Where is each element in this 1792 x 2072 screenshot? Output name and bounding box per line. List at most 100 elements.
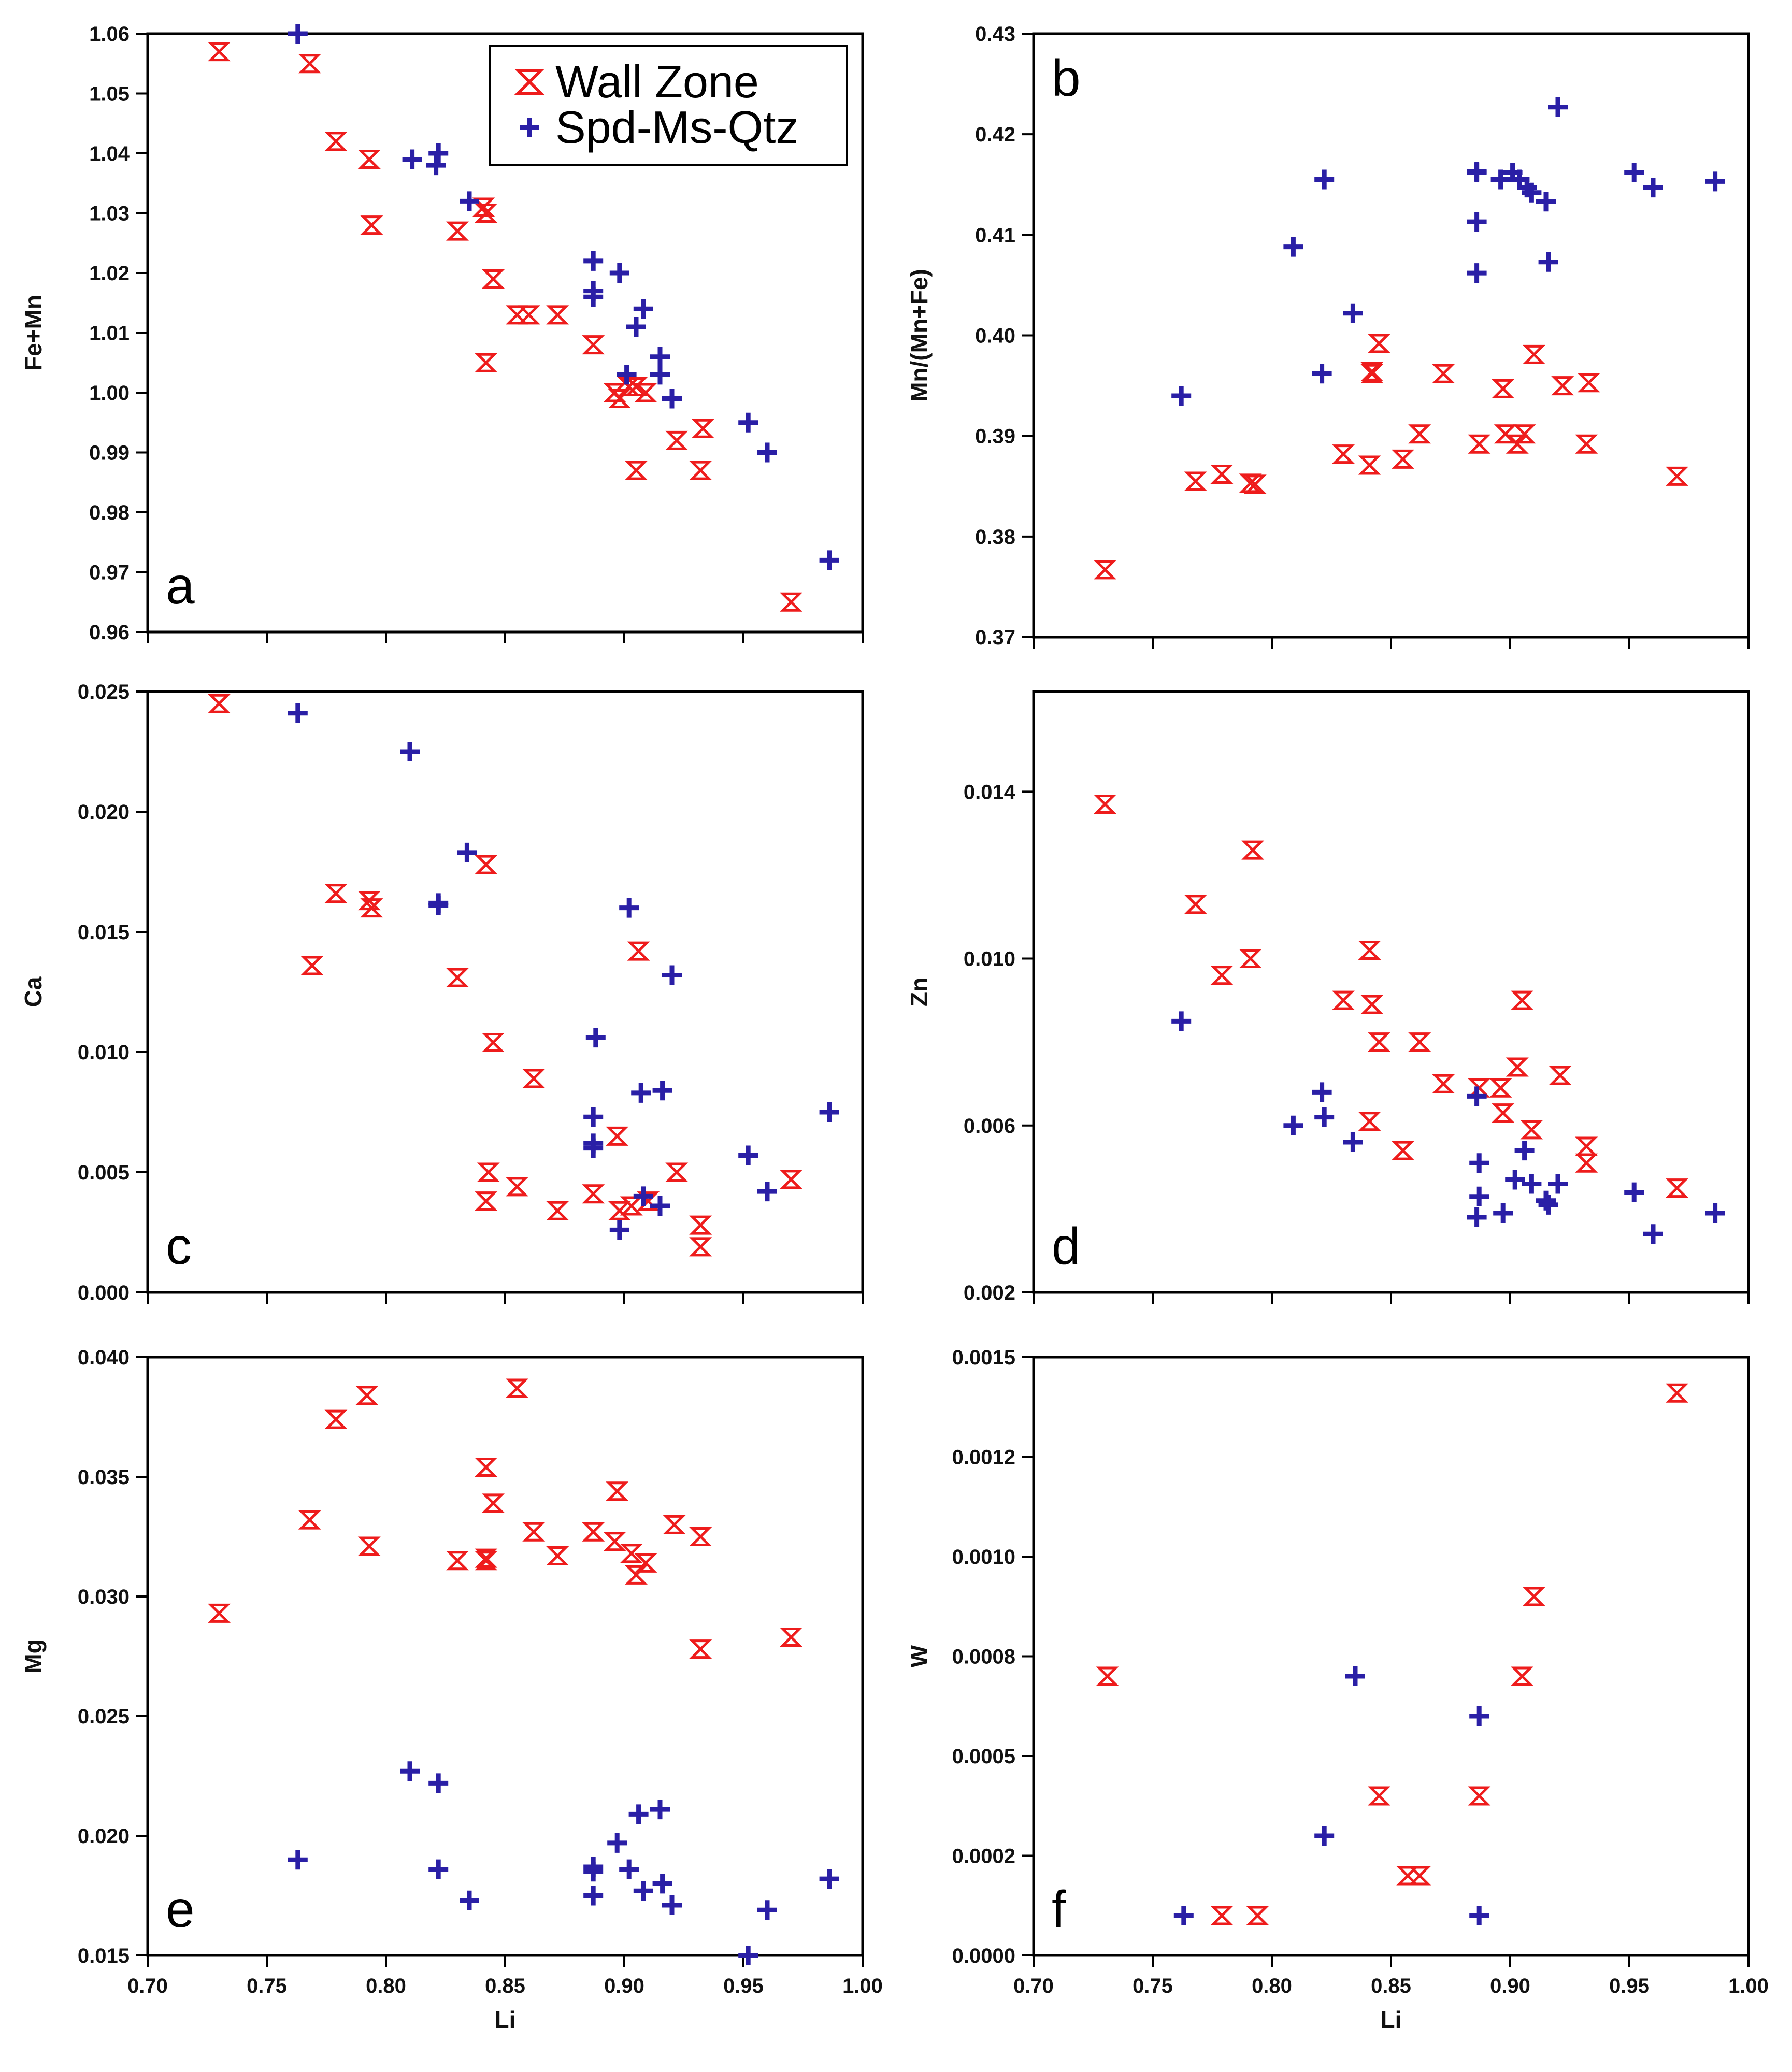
point-wall-zone	[505, 1378, 529, 1398]
point-wall-zone	[779, 592, 803, 612]
y-tick-label-e: 0.035	[78, 1466, 130, 1489]
point-wall-zone	[1665, 1178, 1689, 1198]
point-spd-ms-qtz	[1283, 237, 1303, 257]
point-wall-zone	[634, 1553, 657, 1573]
point-wall-zone	[1522, 1587, 1546, 1606]
y-tick-label-a: 1.02	[89, 262, 130, 285]
point-wall-zone	[1358, 1112, 1381, 1131]
point-wall-zone	[1184, 895, 1207, 914]
point-wall-zone	[603, 1532, 626, 1551]
point-wall-zone	[624, 1565, 648, 1585]
y-tick-label-f: 0.0015	[952, 1346, 1015, 1369]
panel-a: 0.96 0.97 0.98 0.99 1.00 1.01 1.02 1.03 1.04 1.05…	[20, 23, 864, 644]
point-wall-zone	[475, 855, 498, 874]
plot-frame-f	[1032, 1356, 1750, 1957]
point-wall-zone	[1468, 434, 1491, 454]
point-wall-zone	[1331, 444, 1355, 464]
point-spd-ms-qtz	[585, 1028, 606, 1048]
point-wall-zone	[1360, 362, 1384, 381]
point-wall-zone	[1575, 434, 1598, 454]
series-spd-ms-qtz-e	[288, 1761, 839, 1965]
series-spd-ms-qtz-a	[288, 24, 839, 570]
point-spd-ms-qtz	[583, 1857, 604, 1877]
x-tick-label-f: 0.75	[1132, 1975, 1173, 1997]
y-tick-label-c: 0.015	[78, 921, 130, 944]
point-spd-ms-qtz	[402, 149, 422, 169]
point-spd-ms-qtz	[819, 550, 839, 570]
y-tick-label-b: 0.42	[975, 123, 1015, 146]
y-tick-label-a: 0.97	[89, 562, 130, 584]
y-tick-label-b: 0.38	[975, 526, 1015, 549]
x-tick-label-f: 0.95	[1609, 1975, 1650, 1997]
point-wall-zone	[360, 215, 383, 235]
point-spd-ms-qtz	[583, 1886, 604, 1906]
point-spd-ms-qtz	[626, 316, 646, 337]
point-wall-zone	[475, 1548, 498, 1568]
point-spd-ms-qtz	[1643, 178, 1663, 198]
y-axis-title-e: Mg	[20, 1639, 47, 1673]
point-wall-zone	[446, 221, 469, 241]
point-spd-ms-qtz	[662, 965, 682, 985]
point-wall-zone	[298, 1510, 321, 1530]
point-wall-zone	[477, 1162, 500, 1182]
y-tick-label-b: 0.40	[975, 325, 1015, 348]
point-wall-zone	[505, 1177, 529, 1197]
point-wall-zone	[355, 1386, 379, 1405]
y-tick-label-f: 0.0008	[952, 1646, 1015, 1668]
point-wall-zone	[1093, 795, 1117, 814]
y-tick-label-f: 0.0012	[952, 1446, 1015, 1469]
y-tick-label-a: 1.05	[89, 83, 130, 106]
point-wall-zone	[1093, 560, 1117, 580]
y-tick-label-c: 0.005	[78, 1161, 130, 1184]
point-spd-ms-qtz	[428, 1859, 449, 1879]
y-tick-label-f: 0.0002	[952, 1845, 1015, 1868]
point-wall-zone	[1513, 424, 1536, 444]
point-spd-ms-qtz	[428, 143, 449, 163]
series-wall-zone-c	[207, 694, 803, 1257]
series-wall-zone-f	[1096, 1383, 1689, 1925]
point-wall-zone	[1331, 990, 1355, 1010]
panel-letter-e: e	[166, 1880, 195, 1938]
point-wall-zone	[582, 1522, 605, 1542]
point-wall-zone	[1210, 1906, 1234, 1925]
panel-letter-d: d	[1052, 1217, 1081, 1275]
panel-b: 0.37 0.38 0.39 0.40 0.41 0.42 0.43 Mn/(Mn+Fe) b	[906, 23, 1750, 649]
point-wall-zone	[298, 54, 321, 74]
point-wall-zone	[324, 1409, 348, 1429]
point-wall-zone	[481, 269, 505, 289]
point-spd-ms-qtz	[1343, 303, 1363, 323]
point-wall-zone	[517, 305, 541, 325]
point-spd-ms-qtz	[1312, 364, 1332, 384]
series-wall-zone-d	[1093, 795, 1689, 1198]
panel-letter-a: a	[166, 557, 195, 615]
point-spd-ms-qtz	[628, 1804, 649, 1824]
point-spd-ms-qtz	[288, 24, 308, 44]
point-spd-ms-qtz	[619, 898, 639, 918]
point-wall-zone	[1367, 1032, 1391, 1052]
point-spd-ms-qtz	[662, 1895, 682, 1915]
point-spd-ms-qtz	[1705, 1203, 1725, 1223]
y-tick-label-a: 1.06	[89, 23, 130, 46]
y-tick-label-d: 0.010	[964, 948, 1015, 971]
point-spd-ms-qtz	[1469, 1153, 1489, 1173]
plot-frame-c	[146, 690, 864, 1294]
point-wall-zone	[1468, 1786, 1491, 1806]
point-wall-zone	[1367, 334, 1391, 353]
point-wall-zone	[1575, 1136, 1598, 1156]
y-axis-title-b: Mn/(Mn+Fe)	[906, 269, 933, 402]
point-wall-zone	[357, 891, 381, 911]
point-wall-zone	[1243, 474, 1267, 494]
point-wall-zone	[1510, 990, 1534, 1010]
point-spd-ms-qtz	[757, 442, 777, 463]
point-spd-ms-qtz	[819, 1869, 839, 1889]
point-wall-zone	[475, 1191, 498, 1211]
y-tick-label-d: 0.014	[964, 781, 1016, 803]
panel-c: 0.000 0.005 0.010 0.015 0.020 0.025 Ca c	[20, 681, 864, 1304]
series-spd-ms-qtz-d	[1171, 1011, 1725, 1244]
y-tick-label-b: 0.43	[975, 23, 1015, 46]
x-axis-title-f: Li	[1381, 2006, 1402, 2033]
point-wall-zone	[1432, 364, 1455, 383]
x-tick-label-f: 0.70	[1013, 1975, 1054, 1997]
point-spd-ms-qtz	[607, 1833, 627, 1853]
